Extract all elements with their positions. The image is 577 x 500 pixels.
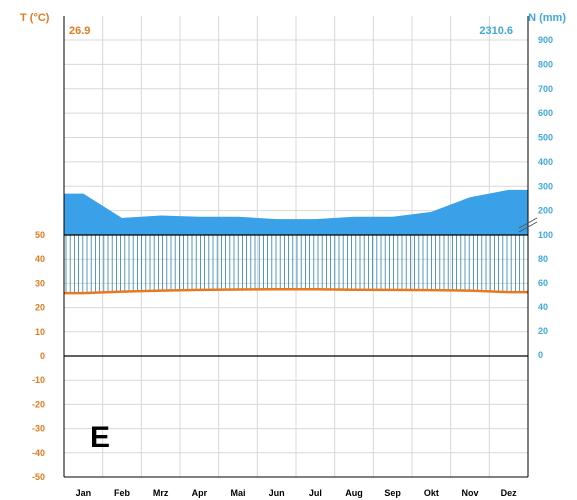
temperature-axis-label: T (°C): [20, 12, 50, 24]
scale-break-mark: [518, 217, 538, 229]
temp-tick-label: -30: [32, 424, 45, 434]
temperature-layer: [64, 287, 528, 295]
month-label: Apr: [192, 488, 208, 498]
grid: [63, 16, 529, 478]
temp-tick-label: 0: [40, 351, 45, 361]
temp-tick-label: -20: [32, 399, 45, 409]
temp-tick-label: -50: [32, 472, 45, 482]
precip-tick-label: 40: [538, 302, 548, 312]
precip-tick-label: 600: [538, 108, 553, 118]
month-label: Jul: [309, 488, 322, 498]
month-label: Feb: [114, 488, 131, 498]
temp-tick-label: 40: [35, 254, 45, 264]
month-label: Sep: [384, 488, 401, 498]
month-label: Jan: [76, 488, 92, 498]
temp-tick-label: -40: [32, 448, 45, 458]
annual-precipitation: 2310.6: [479, 25, 513, 37]
month-label: Dez: [501, 488, 518, 498]
month-label: Mrz: [153, 488, 169, 498]
precipitation-axis-label: N (mm): [528, 12, 566, 24]
precip-tick-label: 80: [538, 254, 548, 264]
precipitation-area: [64, 189, 528, 235]
precip-tick-label: 800: [538, 59, 553, 69]
month-label: Nov: [461, 488, 478, 498]
temp-tick-label: 10: [35, 327, 45, 337]
humid-hatch: [65, 235, 529, 294]
precip-tick-label: 60: [538, 278, 548, 288]
precipitation-layer: [64, 189, 528, 235]
temp-tick-label: -10: [32, 375, 45, 385]
month-label: Jun: [269, 488, 285, 498]
mean-annual-temperature: 26.9: [69, 25, 90, 37]
temperature-line: [64, 287, 528, 295]
precip-tick-label: 0: [538, 350, 543, 360]
precip-tick-label: 100: [538, 230, 553, 240]
precip-tick-label: 700: [538, 84, 553, 94]
temp-tick-label: 50: [35, 230, 45, 240]
precip-tick-label: 200: [538, 206, 553, 216]
month-label: Aug: [345, 488, 363, 498]
month-label: Okt: [424, 488, 439, 498]
precip-tick-label: 400: [538, 157, 553, 167]
zone-label: E: [90, 421, 110, 454]
temp-tick-label: 30: [35, 278, 45, 288]
scale-break-mark: [518, 221, 538, 233]
precip-tick-label: 900: [538, 35, 553, 45]
labels: 50403020100-10-20-30-40-5090080070060050…: [32, 35, 553, 498]
month-label: Mai: [230, 488, 245, 498]
temp-tick-label: 20: [35, 303, 45, 313]
axes: [63, 16, 538, 478]
precip-tick-label: 20: [538, 326, 548, 336]
precip-tick-label: 300: [538, 181, 553, 191]
precip-tick-label: 500: [538, 133, 553, 143]
